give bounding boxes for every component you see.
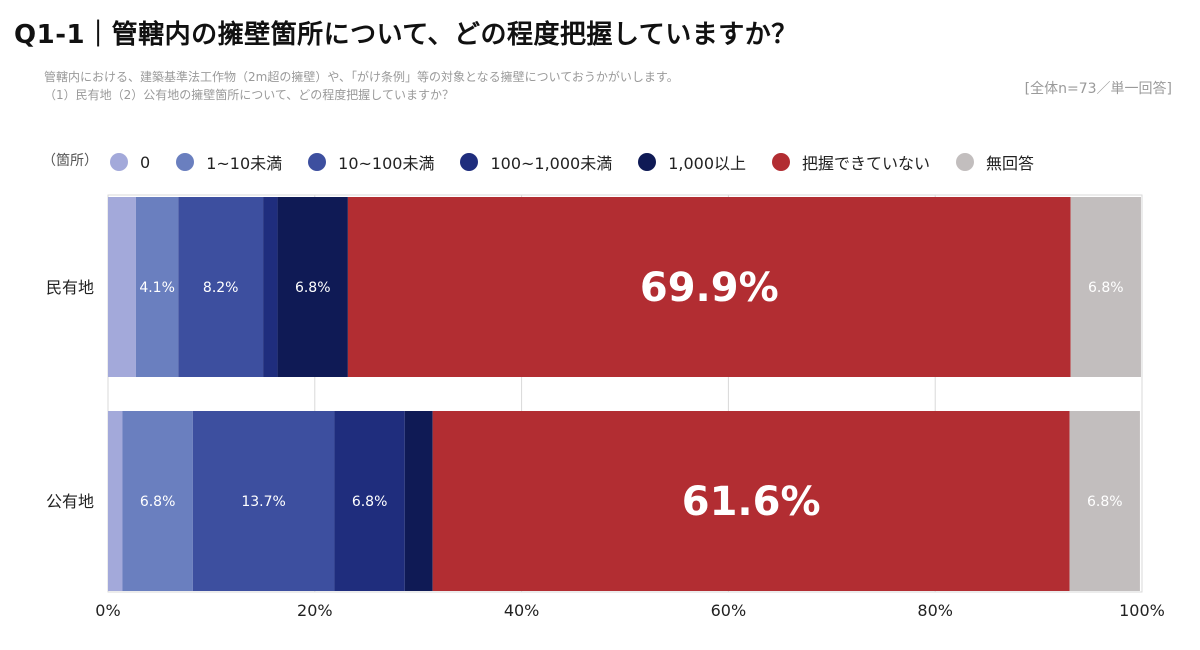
page-title: Q1-1｜管轄内の擁壁箇所について、どの程度把握していますか？ [14,20,798,50]
bar-segment [192,411,335,591]
data-label: 4.1% [139,280,175,296]
data-label: 8.2% [203,280,239,296]
subtitle-line-1: 管轄内における、建築基準法工作物（2m超の擁壁）や、「がけ条例」等の対象となる擁… [44,70,679,84]
bar-segment [277,197,348,377]
bar-segment [135,197,179,377]
data-label: 13.7% [241,494,285,510]
bar-segment [1069,411,1140,591]
legend-item: 把握できていない [772,150,930,174]
bar-segment [432,411,1070,591]
data-label: 6.8% [352,494,388,510]
chart-legend: 0 1~10未満 10~100未満 100~1,000未満 1,000以上 把握できていな… [110,150,1060,174]
x-tick-label: 40% [504,601,540,620]
data-label: 6.8% [1087,494,1123,510]
bar-segment [122,411,193,591]
data-label: 6.8% [295,280,331,296]
bar-segment [334,411,405,591]
legend-label: 1,000以上 [668,154,747,173]
legend-swatch [110,153,128,171]
x-tick-label: 60% [711,601,747,620]
bar-segment [108,411,123,591]
data-label: 69.9% [640,265,779,311]
legend-swatch [956,153,975,171]
bar-segment [404,411,433,591]
x-tick-label: 0% [95,601,120,620]
x-tick-label: 20% [297,601,333,620]
category-label: 民有地 [46,278,94,297]
bar-segment [108,197,136,377]
legend-label: 10~100未満 [338,154,435,173]
data-label: 6.8% [140,494,176,510]
legend-swatch [772,153,791,171]
sample-size-note: [全体n=73／単一回答] [1024,81,1172,97]
bar-segment [347,197,1071,377]
question-description: 管轄内における、建築基準法工作物（2m超の擁壁）や、「がけ条例」等の対象となる擁… [44,68,679,104]
legend-swatch [176,153,195,171]
legend-item: 100~1,000未満 [460,150,612,174]
legend-swatch [638,153,657,171]
x-tick-label: 80% [917,601,953,620]
legend-item: 無回答 [956,150,1034,174]
bar-segment [178,197,264,377]
category-label: 公有地 [46,492,94,511]
legend-item: 1,000以上 [638,150,746,174]
bar-segment [263,197,278,377]
subtitle-line-2: （1）民有地（2）公有地の擁壁箇所について、どの程度把握していますか？ [44,88,454,102]
legend-label: 0 [140,152,151,172]
legend-label: 無回答 [986,154,1035,173]
legend-item: 1~10未満 [176,150,282,174]
legend-label: 100~1,000未満 [490,154,613,173]
legend-unit-label: （箇所） [42,153,98,169]
legend-swatch [308,153,327,171]
legend-label: 1~10未満 [206,154,283,173]
legend-swatch [460,153,479,171]
legend-item: 0 [110,153,150,172]
data-label: 61.6% [682,479,821,525]
x-tick-label: 100% [1119,601,1165,620]
bar-segment [1070,197,1141,377]
legend-item: 10~100未満 [308,150,434,174]
legend-label: 把握できていない [802,154,931,173]
data-label: 6.8% [1088,280,1124,296]
